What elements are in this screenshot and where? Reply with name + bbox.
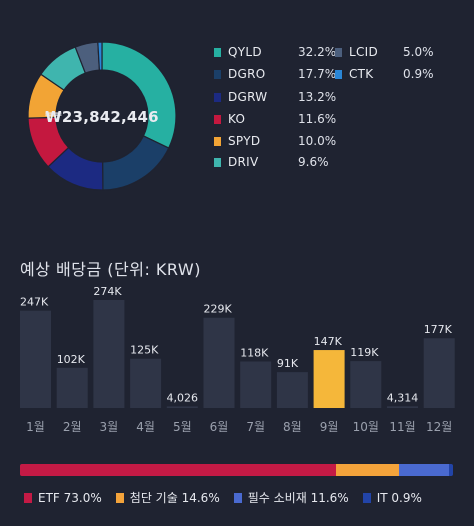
legend-swatch — [214, 69, 221, 79]
legend-ticker: CTK — [349, 67, 374, 81]
bar-month-2[interactable] — [56, 367, 88, 408]
bar-value-label: 118K — [240, 346, 269, 359]
month-tick-label: 1월 — [26, 420, 45, 434]
legend-percent: 32.2% — [298, 45, 337, 59]
bar-value-label: 177K — [424, 323, 453, 336]
category-legend: ETF 73.0% 첨단 기술 14.6% 필수 소비재 11.6% IT 0.… — [24, 489, 436, 506]
category-segment-it — [449, 464, 453, 476]
legend-ticker: QYLD — [228, 45, 262, 59]
category-legend-etf[interactable]: ETF 73.0% — [24, 491, 102, 505]
category-name: IT — [376, 490, 388, 505]
legend-item-ctk[interactable]: CTK 0.9% — [335, 66, 465, 82]
legend-percent: 10.0% — [298, 134, 337, 148]
category-segment-staples — [398, 464, 450, 476]
category-name: 첨단 기술 — [129, 491, 178, 505]
legend-swatch — [214, 157, 221, 167]
legend-percent: 0.9% — [403, 67, 434, 81]
bar-month-8[interactable] — [276, 372, 308, 408]
legend-swatch — [335, 47, 342, 57]
legend-item-driv[interactable]: DRIV 9.6% — [214, 154, 364, 170]
month-tick-label: 8월 — [283, 420, 302, 434]
portfolio-total-value: ₩23,842,446 — [45, 108, 159, 126]
legend-percent: 5.0% — [403, 45, 434, 59]
bar-month-9[interactable] — [313, 350, 345, 408]
legend-swatch — [214, 47, 221, 57]
category-percent: 73.0% — [63, 490, 102, 505]
category-percent: 14.6% — [181, 490, 220, 505]
legend-percent: 11.6% — [298, 112, 337, 126]
bar-month-7[interactable] — [240, 361, 272, 408]
legend-ticker: SPYD — [228, 134, 261, 148]
legend-swatch — [214, 92, 221, 102]
category-percent: 0.9% — [391, 490, 422, 505]
category-split-bar — [20, 464, 453, 476]
month-tick-label: 11월 — [389, 420, 415, 434]
category-swatch — [362, 492, 371, 503]
month-tick-label: 12월 — [426, 420, 452, 434]
month-tick-label: 4월 — [136, 420, 155, 434]
bar-value-label: 4,314 — [387, 391, 419, 404]
bar-month-4[interactable] — [130, 358, 162, 408]
legend-ticker: LCID — [349, 45, 379, 59]
bar-month-12[interactable] — [423, 338, 455, 408]
category-name: ETF — [38, 490, 60, 505]
legend-swatch — [214, 114, 221, 124]
bar-month-5[interactable] — [166, 406, 198, 408]
legend-ticker: KO — [228, 112, 246, 126]
month-tick-label: 3월 — [100, 420, 119, 434]
bar-month-3[interactable] — [93, 300, 125, 408]
legend-ticker: DGRO — [228, 67, 266, 81]
bar-value-label: 147K — [314, 335, 343, 348]
donut-slice-ctk[interactable] — [97, 41, 103, 71]
category-legend-staples[interactable]: 필수 소비재 11.6% — [233, 489, 349, 506]
legend-item-dgro[interactable]: DGRO 17.7% — [214, 66, 364, 82]
month-tick-label: 2월 — [63, 420, 82, 434]
bar-value-label: 247K — [20, 296, 49, 309]
bar-month-10[interactable] — [350, 361, 382, 408]
legend-item-lcid[interactable]: LCID 5.0% — [335, 44, 465, 60]
donut-slice-dgro[interactable] — [101, 135, 170, 191]
bar-value-label: 119K — [350, 346, 379, 359]
legend-swatch — [335, 69, 342, 79]
category-swatch — [24, 492, 32, 503]
bar-value-label: 229K — [204, 303, 233, 316]
legend-item-dgrw[interactable]: DGRW 13.2% — [214, 89, 364, 105]
legend-percent: 17.7% — [298, 67, 337, 81]
category-name: 필수 소비재 — [247, 491, 307, 505]
legend-ticker: DGRW — [228, 90, 268, 104]
portfolio-donut-chart: ₩23,842,446 — [26, 40, 178, 192]
legend-percent: 13.2% — [298, 90, 337, 104]
month-tick-label: 6월 — [210, 420, 229, 434]
category-segment-etf — [20, 464, 336, 476]
category-percent: 11.6% — [310, 490, 349, 505]
dividend-section-title: 예상 배당금 (단위: KRW) — [20, 260, 201, 279]
bar-value-label: 4,026 — [167, 391, 199, 404]
category-swatch — [233, 492, 242, 503]
month-tick-label: 5월 — [173, 420, 192, 434]
month-tick-label: 9월 — [320, 420, 339, 434]
month-tick-label: 7월 — [246, 420, 265, 434]
legend-percent: 9.6% — [298, 155, 329, 169]
category-swatch — [115, 492, 124, 503]
category-legend-tech[interactable]: 첨단 기술 14.6% — [115, 489, 220, 506]
legend-swatch — [214, 136, 221, 146]
bar-value-label: 125K — [130, 344, 159, 357]
category-segment-tech — [335, 464, 399, 476]
donut-svg — [27, 41, 177, 191]
bar-month-6[interactable] — [203, 317, 235, 408]
donut-slice-qyld[interactable] — [101, 41, 177, 149]
month-tick-label: 10월 — [353, 420, 379, 434]
legend-item-ko[interactable]: KO 11.6% — [214, 111, 364, 127]
bar-value-label: 91K — [277, 357, 299, 370]
legend-item-spyd[interactable]: SPYD 10.0% — [214, 133, 364, 149]
bar-month-11[interactable] — [387, 406, 418, 408]
monthly-dividend-bar-chart: 247K 1월 102K 2월 274K 3월 125K 4월 4,026 5월 229K 6월 118… — [20, 285, 455, 434]
legend-ticker: DRIV — [228, 155, 259, 169]
legend-item-qyld[interactable]: QYLD 32.2% — [214, 44, 364, 60]
bar-value-label: 102K — [57, 353, 86, 366]
bar-value-label: 274K — [93, 285, 122, 298]
category-legend-it[interactable]: IT 0.9% — [362, 490, 422, 505]
bar-month-1[interactable] — [20, 310, 51, 408]
